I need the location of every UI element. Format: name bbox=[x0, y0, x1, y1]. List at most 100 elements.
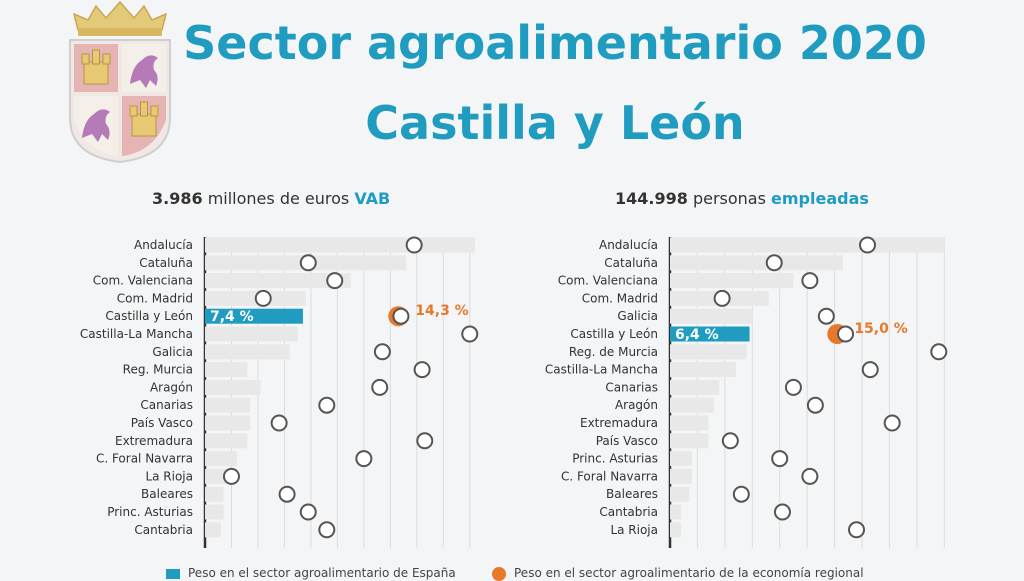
regional-share-dot bbox=[784, 378, 802, 396]
category-label: Baleares bbox=[606, 487, 658, 501]
category-label: Castilla y León bbox=[570, 327, 658, 341]
subtitle-vab: 3.986 millones de euros VAB bbox=[152, 189, 390, 208]
bar bbox=[205, 397, 251, 413]
category-label: País Vasco bbox=[131, 416, 193, 430]
category-label: Com. Valenciana bbox=[558, 274, 658, 288]
bar bbox=[670, 379, 720, 395]
highlight-bar-label: 7,4 % bbox=[210, 309, 254, 325]
highlight-bar-label: 6,4 % bbox=[675, 327, 719, 343]
bar bbox=[670, 273, 794, 289]
regional-share-dot bbox=[848, 521, 866, 539]
regional-share-dot bbox=[392, 307, 410, 325]
legend-bar-label: Peso en el sector agroalimentario de Esp… bbox=[188, 566, 456, 580]
regional-share-dot bbox=[373, 343, 391, 361]
bar bbox=[205, 237, 476, 253]
category-label: Andalucía bbox=[599, 238, 658, 252]
regional-share-dot bbox=[222, 467, 240, 485]
bar bbox=[670, 255, 843, 271]
category-label: Castilla-La Mancha bbox=[80, 327, 193, 341]
title-line-2: Castilla y León bbox=[365, 96, 745, 150]
regional-share-dot bbox=[270, 414, 288, 432]
bar bbox=[670, 504, 681, 520]
highlight-dot-label: 14,3 % bbox=[415, 303, 468, 319]
category-label: Cataluña bbox=[604, 256, 658, 270]
category-label: Andalucía bbox=[134, 238, 193, 252]
regional-share-dot bbox=[461, 325, 479, 343]
bar bbox=[670, 344, 747, 360]
bar bbox=[205, 522, 221, 538]
category-label: Castilla y León bbox=[105, 309, 193, 323]
category-label: Extremadura bbox=[580, 416, 658, 430]
category-label: Com. Madrid bbox=[117, 291, 193, 305]
bar bbox=[205, 468, 229, 484]
regional-share-dot bbox=[299, 503, 317, 521]
regional-share-dot bbox=[801, 467, 819, 485]
subtitle-vab-value: 3.986 bbox=[152, 189, 203, 208]
highlight-dot-label: 15,0 % bbox=[854, 321, 907, 337]
regional-share-dot bbox=[713, 289, 731, 307]
category-label: Canarias bbox=[605, 380, 658, 394]
category-label: Aragón bbox=[150, 380, 193, 394]
legend-dot-item: Peso en el sector agroalimentario de la … bbox=[492, 566, 864, 581]
category-label: Cataluña bbox=[139, 256, 193, 270]
regional-share-dot bbox=[773, 503, 791, 521]
category-label: Reg. Murcia bbox=[123, 363, 193, 377]
bar bbox=[205, 362, 248, 378]
subtitle-employment-metric: empleadas bbox=[771, 189, 869, 208]
subtitle-employment: 144.998 personas empleadas bbox=[615, 189, 869, 208]
regional-share-dot bbox=[254, 289, 272, 307]
regional-share-dot bbox=[413, 361, 431, 379]
category-label: La Rioja bbox=[610, 523, 658, 537]
category-label: Com. Valenciana bbox=[93, 274, 193, 288]
category-label: Com. Madrid bbox=[582, 291, 658, 305]
regional-share-dot bbox=[318, 521, 336, 539]
regional-share-dot bbox=[801, 272, 819, 290]
category-label: Aragón bbox=[615, 398, 658, 412]
bar bbox=[205, 326, 298, 342]
bar bbox=[670, 522, 681, 538]
category-label: Princ. Asturias bbox=[572, 452, 658, 466]
regional-share-dot bbox=[299, 254, 317, 272]
subtitle-vab-metric: VAB bbox=[354, 189, 391, 208]
subtitle-vab-text: millones de euros bbox=[202, 189, 355, 208]
regional-share-dot bbox=[817, 307, 835, 325]
regional-share-dot bbox=[278, 485, 296, 503]
category-label: Galicia bbox=[152, 345, 193, 359]
category-label: Cantabria bbox=[599, 505, 658, 519]
regional-share-dot bbox=[806, 396, 824, 414]
legend-bar-swatch bbox=[166, 568, 180, 579]
category-label: La Rioja bbox=[145, 469, 193, 483]
category-label: País Vasco bbox=[596, 434, 658, 448]
bar bbox=[205, 273, 351, 289]
category-label: C. Foral Navarra bbox=[96, 452, 193, 466]
bar bbox=[670, 308, 753, 324]
bar bbox=[670, 326, 750, 342]
category-label: Reg. de Murcia bbox=[569, 345, 658, 359]
legend-dot-swatch bbox=[492, 566, 506, 581]
category-label: Cantabria bbox=[134, 523, 193, 537]
bar bbox=[205, 379, 261, 395]
bar bbox=[205, 415, 251, 431]
category-label: Castilla-La Mancha bbox=[545, 363, 658, 377]
chart-employment: Andalucía Cataluña Com. Valenciana Com. Mad… bbox=[545, 236, 948, 548]
category-label: Baleares bbox=[141, 487, 193, 501]
regional-share-dot bbox=[721, 432, 739, 450]
regional-share-dot bbox=[416, 432, 434, 450]
bar bbox=[205, 451, 237, 467]
bar bbox=[205, 486, 224, 502]
bar bbox=[670, 451, 692, 467]
bar bbox=[205, 308, 303, 324]
castilla-leon-coat-of-arms bbox=[69, 0, 171, 164]
bar bbox=[670, 468, 692, 484]
bar bbox=[670, 486, 690, 502]
category-label: Galicia bbox=[617, 309, 658, 323]
category-label: Canarias bbox=[140, 398, 193, 412]
bar bbox=[205, 433, 248, 449]
category-label: Extremadura bbox=[115, 434, 193, 448]
legend-bar-item: Peso en el sector agroalimentario de Esp… bbox=[166, 566, 456, 580]
regional-share-dot bbox=[771, 450, 789, 468]
regional-share-dot bbox=[883, 414, 901, 432]
chart-vab: Andalucía Cataluña Com. Valenciana Com. Mad… bbox=[80, 236, 479, 548]
category-label: Princ. Asturias bbox=[107, 505, 193, 519]
bar bbox=[205, 344, 290, 360]
